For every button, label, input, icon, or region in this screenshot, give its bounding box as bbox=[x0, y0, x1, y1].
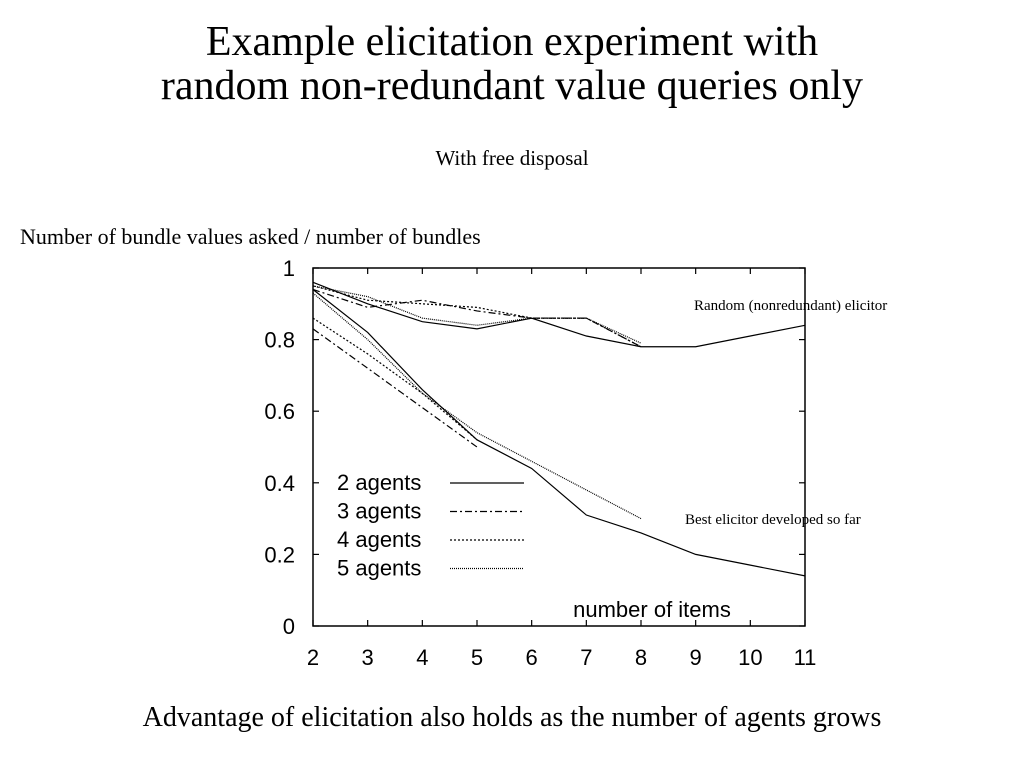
series-line-best-3-agents bbox=[312, 328, 478, 448]
x-axis-label: number of items bbox=[573, 597, 731, 622]
slide-title-line-2: random non-redundant value queries only bbox=[160, 63, 864, 109]
slide-subtitle: With free disposal bbox=[435, 146, 589, 170]
legend-label: 5 agents bbox=[337, 556, 421, 581]
x-tick-label: 8 bbox=[635, 645, 647, 670]
x-tick-label: 11 bbox=[794, 645, 817, 670]
series-line-random-2-agents bbox=[312, 281, 806, 348]
x-tick-label: 7 bbox=[580, 645, 592, 670]
x-tick-label: 9 bbox=[690, 645, 702, 670]
x-tick-label: 4 bbox=[416, 645, 428, 670]
x-tick-label: 6 bbox=[526, 645, 538, 670]
y-tick-label: 0.2 bbox=[264, 542, 295, 567]
series-line-best-4-agents bbox=[312, 317, 478, 441]
slide-footer: Advantage of elicitation also holds as t… bbox=[142, 702, 882, 733]
x-tick-label: 2 bbox=[307, 645, 319, 670]
annotation-best-elicitor: Best elicitor developed so far bbox=[685, 512, 861, 528]
y-tick-label: 0.6 bbox=[264, 399, 295, 424]
legend-label: 4 agents bbox=[337, 527, 421, 552]
slide-title-line-1: Example elicitation experiment with bbox=[205, 19, 819, 65]
series-line-best-2-agents bbox=[312, 289, 806, 577]
series-line-random-3-agents bbox=[312, 288, 642, 348]
plot-frame bbox=[312, 267, 806, 627]
y-tick-label: 0 bbox=[283, 614, 295, 639]
legend-label: 3 agents bbox=[337, 499, 421, 524]
x-tick-label: 10 bbox=[738, 645, 762, 670]
slide-title: Example elicitation experiment with rand… bbox=[0, 20, 1024, 108]
x-tick-label: 5 bbox=[471, 645, 483, 670]
y-tick-label: 0.8 bbox=[264, 328, 295, 353]
y-axis-label: Number of bundle values asked / number o… bbox=[20, 224, 481, 249]
annotation-random-elicitor: Random (nonredundant) elicitor bbox=[694, 298, 888, 314]
y-tick-label: 1 bbox=[283, 256, 295, 281]
legend-label: 2 agents bbox=[337, 470, 421, 495]
x-tick-label: 3 bbox=[362, 645, 374, 670]
y-tick-label: 0.4 bbox=[264, 471, 295, 496]
series-line-random-4-agents bbox=[312, 285, 642, 348]
